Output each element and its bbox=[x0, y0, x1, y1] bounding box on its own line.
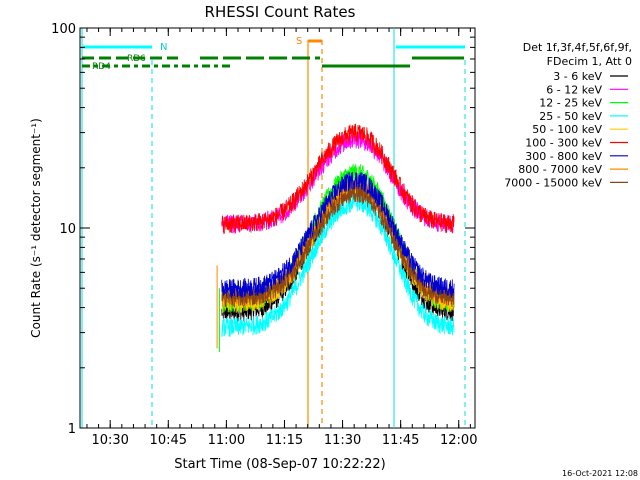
y-axis-label: Count Rate (s⁻¹ detector segment⁻¹) bbox=[29, 118, 43, 338]
legend-entry-label: 100 - 300 keV bbox=[525, 137, 602, 150]
x-tick-label: 10:30 bbox=[91, 433, 128, 448]
x-tick-label: 11:30 bbox=[324, 433, 361, 448]
legend-entry-label: 6 - 12 keV bbox=[546, 83, 602, 96]
chart-title: RHESSI Count Rates bbox=[205, 3, 356, 21]
series-line-5 bbox=[221, 123, 455, 234]
series-layer bbox=[216, 123, 455, 352]
y-tick-label: 100 bbox=[51, 22, 76, 37]
series-line-8 bbox=[221, 183, 455, 308]
legend-entry-label: 25 - 50 keV bbox=[539, 110, 602, 123]
saa-label: S bbox=[296, 36, 302, 47]
x-tick-label: 11:15 bbox=[266, 433, 303, 448]
x-tick-label: 12:00 bbox=[440, 433, 477, 448]
x-tick-label: 10:45 bbox=[150, 433, 187, 448]
tick-layer: 10:30 10:45 11:00 11:15 11:30 11:45 12:00 1 10 10… bbox=[51, 22, 477, 448]
footer-date: 16-Oct-2021 12:08 bbox=[562, 469, 638, 478]
legend-entry-label: 800 - 7000 keV bbox=[518, 163, 602, 176]
x-axis-label: Start Time (08-Sep-07 10:22:22) bbox=[174, 457, 385, 472]
legend-entry-label: 300 - 800 keV bbox=[525, 150, 602, 163]
y-tick-label: 10 bbox=[59, 222, 76, 237]
series-line-6 bbox=[221, 171, 455, 299]
rd4-label: RD4 bbox=[92, 62, 111, 72]
legend-entry-label: 7000 - 15000 keV bbox=[504, 176, 602, 189]
legend-header-line: FDecim 1, Att 0 bbox=[547, 55, 632, 68]
legend-entry-label: 50 - 100 keV bbox=[532, 123, 602, 136]
x-tick-label: 11:00 bbox=[208, 433, 245, 448]
legend: Det 1f,3f,4f,5f,6f,9f,FDecim 1, Att 0 3 -… bbox=[504, 41, 632, 189]
rd6-label: RD6 bbox=[127, 54, 146, 64]
night-label: N bbox=[160, 42, 167, 53]
legend-entry-label: 12 - 25 keV bbox=[539, 97, 602, 110]
legend-entry-label: 3 - 6 keV bbox=[553, 70, 602, 83]
y-tick-label: 1 bbox=[68, 422, 76, 437]
legend-header-line: Det 1f,3f,4f,5f,6f,9f, bbox=[523, 41, 632, 54]
x-tick-label: 11:45 bbox=[382, 433, 419, 448]
plot-frame bbox=[79, 27, 476, 429]
annotation-layer: N S RD6 RD4 bbox=[81, 28, 466, 428]
